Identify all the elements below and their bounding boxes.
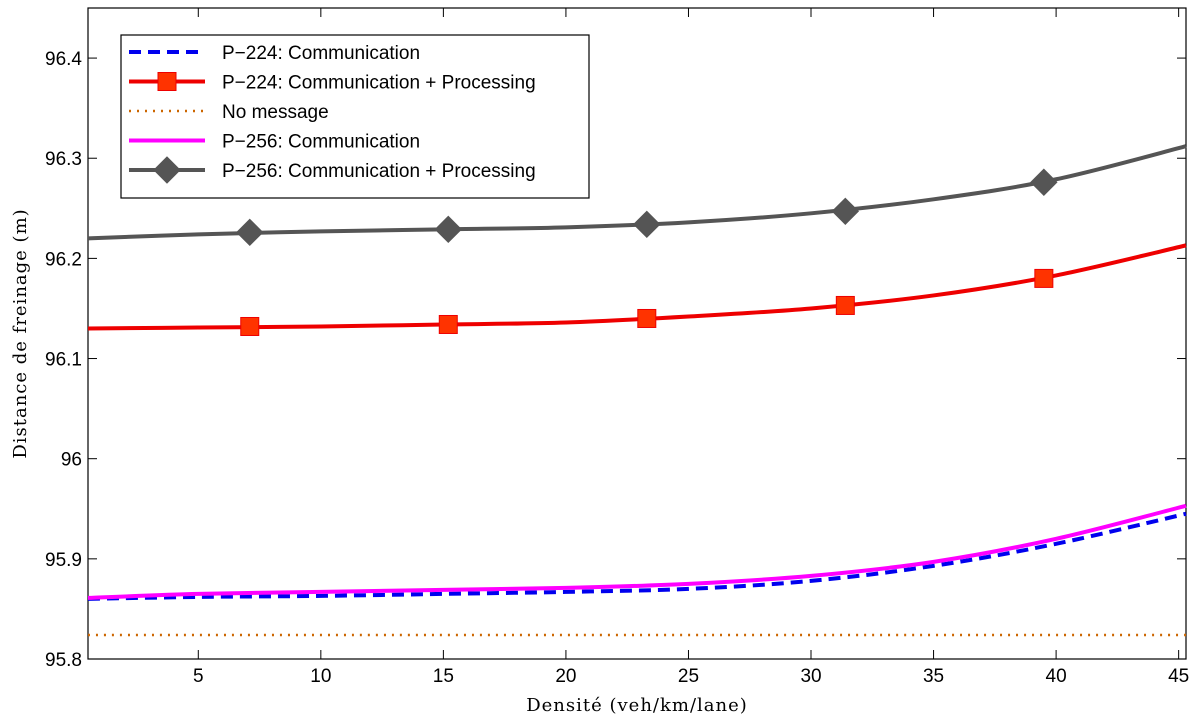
series-layer (87, 144, 1187, 637)
series-line (87, 144, 1187, 241)
y-tick-label: 96.2 (45, 249, 82, 270)
data-point (236, 218, 264, 247)
y-tick-label: 96.3 (45, 149, 82, 170)
legend-marker (157, 72, 177, 91)
x-tick-label: 25 (678, 666, 699, 687)
legend-label: P−256: Communication + Processing (222, 161, 536, 182)
x-tick-label: 35 (923, 666, 944, 687)
legend: P−224: Communication P−224: Communication… (120, 34, 590, 199)
y-tick-label: 96.1 (45, 350, 82, 371)
data-point (434, 215, 462, 244)
data-point (633, 210, 661, 239)
data-point (637, 308, 657, 328)
legend-label: P−224: Communication + Processing (222, 73, 536, 94)
y-axis-label: Distance de freinage (m) (10, 208, 31, 458)
legend-label: No message (222, 102, 329, 123)
data-point (438, 314, 458, 334)
series-line (87, 243, 1187, 331)
x-tick-label: 20 (555, 666, 576, 687)
y-tick-label: 96 (61, 450, 82, 471)
series-line (87, 503, 1187, 600)
ticks-layer: 5 10 15 20 25 30 35 40 45 95.8 95.9 96 96.1 96.2 96.3 9… (45, 8, 1189, 687)
y-tick-label: 95.9 (45, 550, 82, 571)
legend-label: P−224: Communication (222, 43, 420, 64)
series-4 (87, 503, 1187, 600)
x-axis-label: Densité (veh/km/lane) (526, 695, 748, 716)
data-point (831, 197, 860, 226)
x-tick-label: 30 (800, 666, 821, 687)
x-tick-label: 40 (1046, 666, 1067, 687)
x-tick-label: 45 (1168, 666, 1189, 687)
legend-marker (153, 156, 181, 184)
data-point (835, 295, 855, 315)
x-tick-label: 15 (433, 666, 454, 687)
data-point (1030, 168, 1058, 196)
x-tick-label: 5 (193, 666, 204, 687)
series-1 (87, 511, 1187, 601)
series-2 (87, 243, 1187, 336)
y-tick-label: 96.4 (45, 49, 82, 70)
data-point (240, 316, 260, 336)
plot-frame (87, 7, 1187, 660)
legend-label: P−256: Communication (222, 132, 420, 153)
series-5 (87, 144, 1187, 247)
x-tick-label: 10 (310, 666, 331, 687)
data-point (1034, 268, 1054, 288)
series-line (87, 511, 1187, 601)
y-tick-label: 95.8 (45, 650, 82, 671)
